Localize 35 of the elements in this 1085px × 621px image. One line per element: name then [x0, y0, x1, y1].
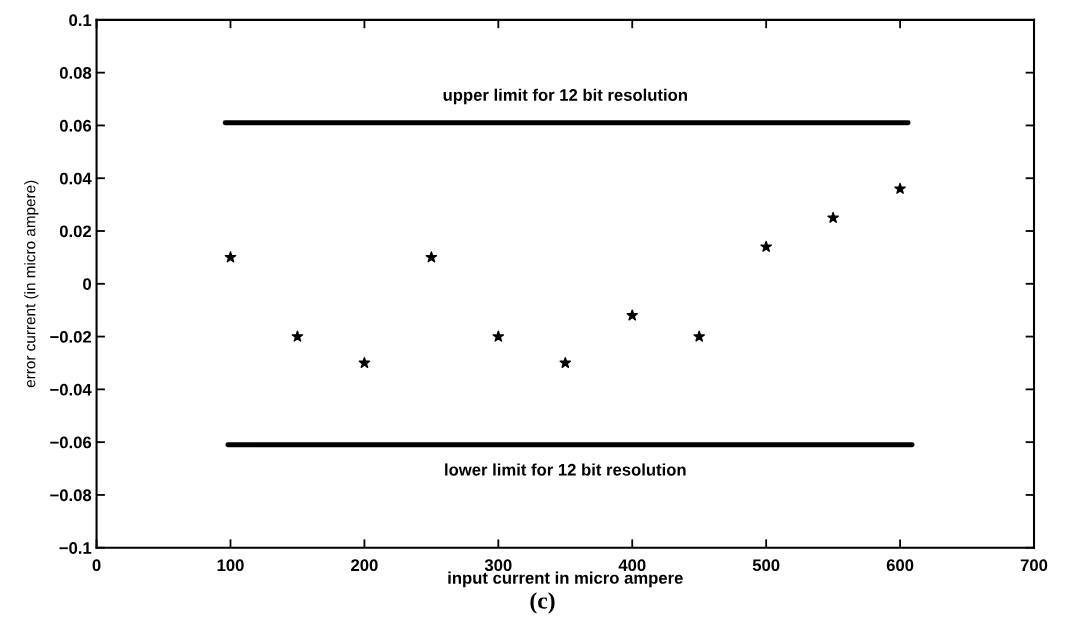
- x-tick-label: 500: [752, 559, 780, 572]
- y-tick-label: 0.02: [59, 225, 92, 238]
- y-tick-label: −0.02: [50, 330, 92, 343]
- text: (c): [530, 592, 555, 614]
- point: [425, 251, 438, 263]
- x-tick-label: 0: [92, 559, 101, 572]
- point: [894, 182, 906, 194]
- y-tick-label: −0.08: [50, 489, 92, 502]
- x-tick-label: 700: [1020, 559, 1048, 572]
- x-tick-label: 600: [886, 559, 914, 572]
- y-tick-label: −0.1: [59, 542, 92, 554]
- y-axis-title: error current (in micro ampere): [24, 180, 39, 388]
- point: [224, 251, 237, 263]
- y-tick-label: 0.1: [69, 14, 92, 27]
- y-tick-label: 0.04: [59, 172, 92, 185]
- point: [291, 330, 304, 342]
- x-tick-label: 300: [484, 559, 512, 572]
- x-tick-label: 100: [217, 559, 244, 572]
- point: [693, 330, 706, 342]
- point: [358, 356, 371, 369]
- x-tick-label: 200: [351, 559, 378, 572]
- point: [492, 330, 505, 342]
- x-axis-title: input current in micro ampere: [448, 571, 683, 588]
- point: [626, 309, 639, 321]
- y-tick-label: 0.08: [59, 67, 92, 79]
- point: [827, 211, 839, 223]
- y-tick-label: −0.04: [50, 383, 92, 396]
- point: [559, 356, 572, 369]
- y-tick-label: 0: [83, 278, 92, 290]
- point: [760, 240, 772, 252]
- annotation: lower limit for 12 bit resolution: [445, 463, 686, 476]
- y-tick-label: 0.06: [59, 119, 92, 132]
- annotation: upper limit for 12 bit resolution: [443, 88, 687, 105]
- x-tick-label: 400: [618, 559, 646, 572]
- y-tick-label: −0.06: [50, 436, 92, 449]
